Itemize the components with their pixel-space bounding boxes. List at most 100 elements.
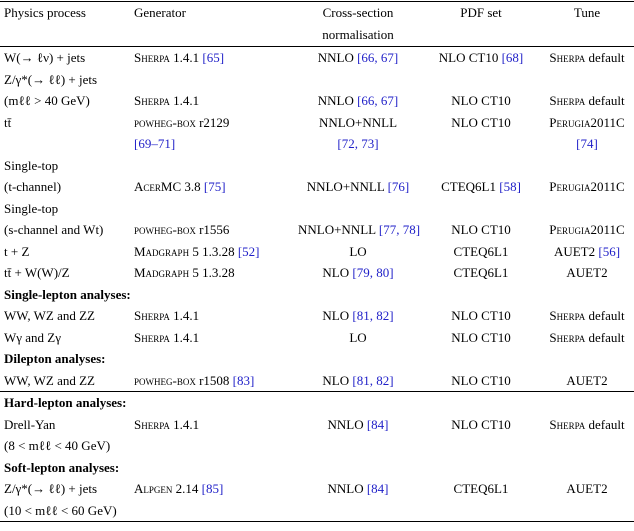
table-cell: Alpgen 2.14 [85] — [130, 478, 294, 500]
table-cell: W(→ ℓν) + jets — [4, 50, 86, 65]
table-row: Z/γ*(→ ℓℓ) + jets Alpgen 2.14 [85] NNLO [8… — [0, 478, 634, 500]
table-cell: Sherpa default — [540, 327, 634, 349]
citation: [52] — [237, 243, 260, 259]
cell-text: 1.4.1 — [173, 329, 200, 345]
table-cell: CTEQ6L1 — [453, 265, 509, 280]
cell-text: NNLO — [327, 416, 364, 432]
program-name: Sherpa — [549, 308, 586, 323]
table-cell: WW, WZ and ZZ — [0, 369, 130, 392]
program-name: Perugia2011C — [549, 114, 625, 130]
table-row: WW, WZ and ZZ powheg-box r1508 [83] NLO [8… — [0, 369, 634, 392]
citation: [76] — [387, 179, 410, 194]
cell-text: NLO — [322, 265, 350, 280]
table-cell: NNLO+NNLL [77, 78] — [294, 219, 422, 241]
table-cell: Sherpa 1.4.1 — [130, 90, 294, 112]
table-row: Single-lepton analyses: — [0, 284, 634, 306]
table-cell: WW, WZ and ZZ — [4, 308, 95, 323]
citation: [66, 67] — [357, 93, 399, 108]
table-row: (mℓℓ > 40 GeV) Sherpa 1.4.1 NNLO [66, 67] N… — [0, 90, 634, 112]
cell-text: 1.4.1 — [173, 416, 200, 432]
table-cell: NLO CT10 — [451, 222, 511, 237]
program-name: Madgraph — [134, 243, 190, 259]
cell-text: CTEQ6L1 — [441, 179, 496, 194]
table-row: Hard-lepton analyses: — [0, 392, 634, 414]
table-cell: NNLO [84] — [294, 414, 422, 436]
section-heading: Soft-lepton analyses: — [4, 459, 120, 475]
table-cell: AUET2 [56] — [540, 241, 634, 263]
program-name: Sherpa — [134, 50, 170, 65]
table-cell: LO — [349, 243, 367, 259]
program-name: Sherpa — [134, 308, 170, 323]
program-name: Sherpa — [134, 329, 170, 345]
table-cell: NLO [81, 82] — [294, 305, 422, 327]
citation: [75] — [203, 179, 226, 194]
table-row: Wγ and Zγ Sherpa 1.4.1 LO NLO CT10 Sherpa de… — [0, 327, 634, 349]
table-cell: (10 < mℓℓ < 60 GeV) — [0, 499, 130, 522]
cell-text: r1508 — [199, 372, 230, 388]
program-name: Sherpa — [549, 329, 586, 345]
table-row: Z/γ*(→ ℓℓ) + jets — [0, 69, 634, 91]
table-row: (s-channel and Wt) powheg-box r1556 NNLO+N… — [0, 219, 634, 241]
table-cell: Single-top — [4, 157, 59, 173]
table-cell: NNLO+NNLL — [318, 114, 398, 130]
table-cell — [540, 155, 634, 177]
header-cell — [540, 24, 634, 47]
header-cell — [422, 24, 540, 47]
citation: [74] — [576, 136, 598, 151]
table-cell: Sherpa 1.4.1 [65] — [130, 47, 294, 69]
cell-text: default — [588, 416, 625, 432]
program-name: Sherpa — [134, 93, 170, 108]
table-cell — [130, 435, 294, 457]
table-row: Single-top — [0, 155, 634, 177]
table-cell: Sherpa 1.4.1 — [130, 327, 294, 349]
header-cell: Cross-section — [294, 1, 422, 24]
header-cell — [130, 24, 294, 47]
citation: [84] — [366, 481, 389, 496]
table-row: [69–71] [72, 73] [74] — [0, 133, 634, 155]
table-cell — [294, 499, 422, 522]
citation: [58] — [499, 179, 521, 194]
program-name: powheg-box — [134, 372, 196, 388]
table-row: W(→ ℓν) + jets Sherpa 1.4.1 [65] NNLO [66,… — [0, 47, 634, 69]
table-cell: powheg-box r1508 [83] — [130, 369, 294, 392]
table-row: (10 < mℓℓ < 60 GeV) — [0, 499, 634, 522]
row-group: W(→ ℓν) + jets Sherpa 1.4.1 [65] NNLO [66,… — [0, 47, 634, 392]
table-cell: Perugia2011C — [540, 176, 634, 198]
table-cell — [294, 155, 422, 177]
table-cell — [422, 69, 540, 91]
table-header: Physics process Generator Cross-section … — [0, 1, 634, 47]
table-cell — [130, 155, 294, 177]
table-cell: (mℓℓ > 40 GeV) — [4, 93, 90, 108]
table-cell: NLO CT10 — [422, 369, 540, 392]
table-row: Drell-Yan Sherpa 1.4.1 NNLO [84] NLO CT10 Sh… — [0, 414, 634, 436]
cell-text: 1.4.1 — [173, 50, 200, 65]
table-row: Single-top — [0, 198, 634, 220]
section-heading: Hard-lepton analyses: — [4, 395, 127, 410]
program-name: AcerMC — [134, 179, 182, 194]
table-cell: Sherpa 1.4.1 — [130, 305, 294, 327]
table-cell — [422, 155, 540, 177]
table-cell: tt̄ — [4, 114, 12, 130]
table-row: t + Z Madgraph 5 1.3.28 [52] LO CTEQ6L1 AUET… — [0, 241, 634, 263]
table-cell — [130, 499, 294, 522]
table-row: Dilepton analyses: — [0, 348, 634, 370]
table-cell: AUET2 — [566, 481, 608, 496]
program-name: Sherpa — [549, 50, 586, 65]
section-heading: Dilepton analyses: — [4, 351, 106, 366]
table-cell: AcerMC 3.8 [75] — [130, 176, 294, 198]
table-cell: Madgraph 5 1.3.28 — [130, 262, 294, 284]
cell-text: default — [588, 308, 625, 323]
table-cell: Sherpa default — [540, 414, 634, 436]
table-cell: Drell-Yan — [4, 416, 56, 432]
table-cell: [72, 73] — [294, 133, 422, 155]
table-cell: AUET2 — [566, 265, 608, 280]
cell-text: NNLO+NNLL — [298, 222, 376, 237]
program-name: Madgraph — [134, 265, 190, 280]
cell-text: 1.4.1 — [173, 308, 200, 323]
table-cell: (t-channel) — [4, 179, 62, 194]
table-row: Soft-lepton analyses: — [0, 457, 634, 479]
table-cell — [294, 435, 422, 457]
table-cell: tt̄ + W(W)/Z — [4, 265, 70, 280]
table-row: (t-channel) AcerMC 3.8 [75] NNLO+NNLL [76]… — [0, 176, 634, 198]
program-name: Perugia2011C — [549, 222, 625, 237]
